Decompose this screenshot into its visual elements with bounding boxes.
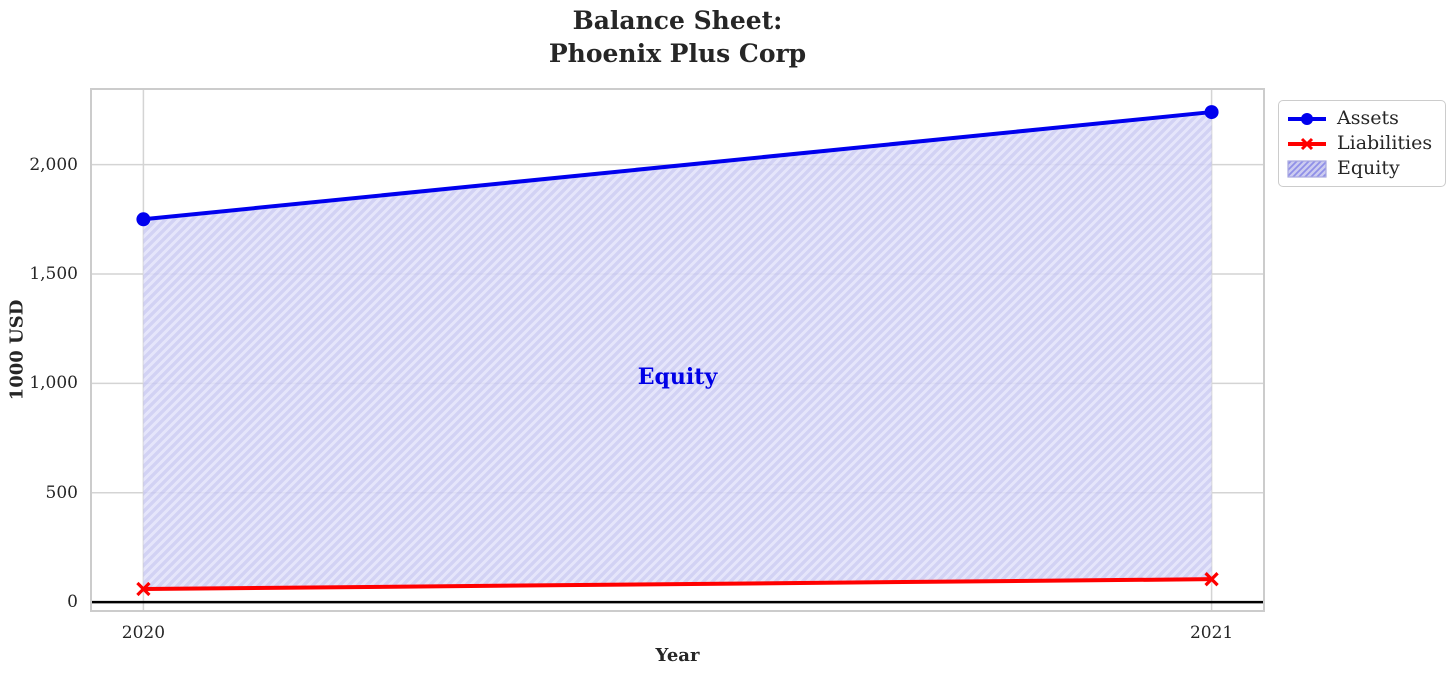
plot-area	[90, 88, 1265, 612]
liabilities-marker	[1204, 572, 1219, 587]
legend-swatch-hatch-patch-icon	[1287, 159, 1327, 178]
assets-line	[143, 110, 1212, 222]
assets-marker	[1204, 105, 1219, 120]
chart-title-line2: Phoenix Plus Corp	[548, 39, 807, 68]
legend-label: Equity	[1337, 157, 1400, 179]
liabilities-line	[143, 577, 1212, 592]
legend-swatch-line-circle-icon	[1288, 112, 1326, 125]
y-tick-label: 1,000	[29, 373, 78, 394]
y-tick-label: 2,000	[29, 154, 78, 175]
equity-fill-area	[143, 112, 1212, 589]
y-tick-label: 1,500	[29, 263, 78, 284]
assets-marker	[136, 212, 151, 227]
y-tick-label: 0	[67, 592, 78, 613]
legend-item-equity: Equity	[1287, 156, 1437, 181]
x-tick-label: 2021	[1189, 623, 1234, 643]
legend-item-assets: Assets	[1287, 106, 1437, 131]
legend-item-liabilities: Liabilities	[1287, 131, 1437, 156]
legend-swatch-line-x-icon	[1288, 137, 1326, 150]
chart-title-line1: Balance Sheet:	[572, 6, 783, 35]
legend-label: Assets	[1337, 107, 1399, 129]
equity-annotation: Equity	[637, 363, 718, 390]
legend: Assets Liabilities Equity	[1278, 100, 1446, 187]
x-axis-label: Year	[655, 645, 700, 666]
y-tick-label: 500	[45, 482, 78, 503]
x-tick-label: 2020	[121, 623, 166, 643]
chart-title: Balance Sheet: Phoenix Plus Corp	[90, 4, 1265, 70]
liabilities-marker	[136, 581, 151, 597]
axes-spines	[90, 88, 1265, 612]
legend-label: Liabilities	[1337, 132, 1433, 154]
